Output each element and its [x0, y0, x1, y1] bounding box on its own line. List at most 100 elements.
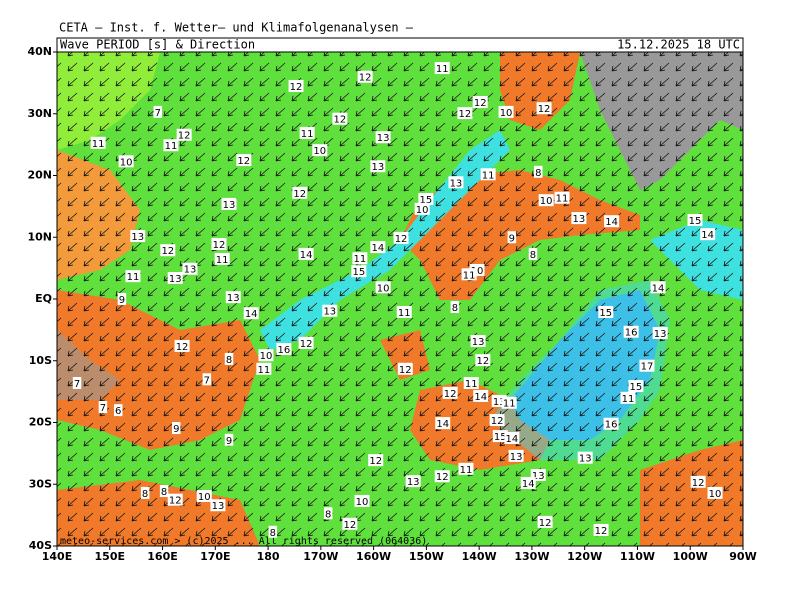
x-tick-label: 140E [42, 550, 72, 563]
period-label: 10 [471, 266, 484, 277]
label-box [577, 451, 593, 464]
period-label: 15 [494, 432, 507, 443]
period-label: 12 [474, 98, 487, 109]
period-label: 10 [377, 283, 390, 294]
period-label: 8 [535, 168, 541, 179]
label-box [604, 215, 620, 228]
period-label: 8 [226, 355, 232, 366]
label-box [312, 144, 328, 157]
period-label: 12 [344, 520, 357, 531]
y-tick-label: 10S [29, 354, 52, 367]
period-label: 13 [407, 477, 420, 488]
x-tick-label: 90W [729, 550, 756, 563]
x-tick-label: 170E [200, 550, 230, 563]
label-box [473, 389, 489, 402]
period-label: 14 [245, 309, 258, 320]
period-label: 11 [301, 129, 314, 140]
y-tick-label: EQ [35, 292, 52, 305]
period-label: 11 [216, 255, 229, 266]
period-label: 12 [178, 131, 191, 142]
period-label: 12 [539, 518, 552, 529]
period-label: 14 [300, 250, 313, 261]
y-tick-label: 10N [27, 230, 52, 243]
label-box [224, 352, 234, 365]
period-label: 12 [176, 342, 189, 353]
label-box [221, 197, 237, 210]
period-label: 11 [165, 141, 178, 152]
label-box [472, 96, 488, 109]
label-box [130, 230, 146, 243]
x-tick-label: 100W [673, 550, 708, 563]
period-label: 10 [313, 146, 326, 157]
label-box [174, 339, 190, 352]
period-label: 15 [419, 195, 432, 206]
label-box [357, 70, 373, 83]
x-tick-label: 110W [620, 550, 655, 563]
period-label: 12 [459, 109, 472, 120]
period-label: 13 [184, 265, 197, 276]
period-label: 14 [371, 243, 384, 254]
label-box [214, 252, 230, 265]
period-label: 11 [503, 399, 516, 410]
period-label: 13 [212, 501, 225, 512]
period-label: 13 [223, 200, 236, 211]
period-label: 15 [630, 382, 643, 393]
label-box [90, 136, 106, 149]
label-box [210, 499, 226, 512]
label-box [405, 475, 421, 488]
label-box [323, 507, 333, 520]
label-box [202, 373, 212, 386]
period-label: 16 [625, 328, 638, 339]
label-box [508, 449, 524, 462]
label-box [397, 362, 413, 375]
label-box [117, 293, 127, 305]
period-label: 15 [689, 216, 702, 227]
label-box [375, 281, 391, 294]
period-label: 10 [356, 497, 369, 508]
label-box [370, 241, 386, 254]
period-label: 13 [450, 178, 463, 189]
x-tick-label: 130W [514, 550, 549, 563]
label-box [507, 231, 517, 244]
period-label: 6 [115, 406, 121, 417]
label-box [72, 376, 82, 389]
label-box [172, 422, 181, 435]
label-box [593, 523, 609, 536]
period-label: 8 [270, 528, 276, 539]
label-box [288, 79, 304, 92]
period-label: 13 [131, 232, 144, 243]
label-box [351, 265, 367, 278]
period-label: 12 [213, 240, 226, 251]
period-label: 9 [119, 295, 125, 306]
map-field [57, 52, 743, 546]
period-label: 12 [161, 246, 174, 257]
label-box [501, 396, 517, 409]
period-label: 12 [399, 365, 412, 376]
label-box [167, 272, 183, 285]
label-box [118, 155, 134, 168]
date: 15.12.2025 18 UTC [617, 38, 740, 52]
label-box [113, 404, 123, 417]
period-label: 7 [100, 403, 106, 414]
label-box [620, 391, 636, 404]
label-box [700, 228, 716, 241]
period-label: 10 [540, 196, 553, 207]
label-box [463, 376, 479, 389]
period-label: 12 [300, 339, 313, 350]
label-box [687, 213, 703, 226]
label-box [298, 336, 314, 349]
label-box [396, 305, 412, 318]
period-label: 10 [709, 489, 722, 500]
period-label: 7 [155, 108, 161, 119]
label-box [256, 362, 272, 375]
label-box [450, 301, 460, 314]
period-label: 9 [509, 233, 515, 244]
label-box [457, 107, 473, 120]
period-label: 13 [323, 307, 336, 318]
period-label: 8 [530, 250, 536, 261]
label-box [352, 252, 368, 265]
label-box [534, 165, 543, 178]
period-label: 14 [605, 217, 618, 228]
label-box [276, 343, 292, 356]
label-box [342, 517, 358, 530]
